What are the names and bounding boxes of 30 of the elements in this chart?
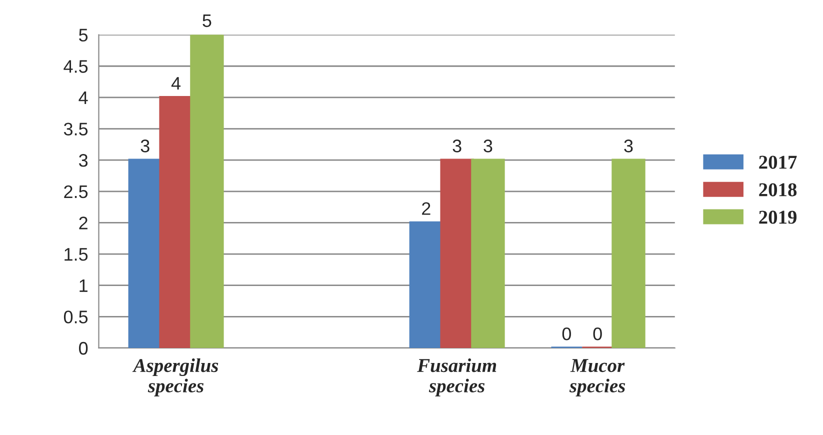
data-label: 5 bbox=[202, 14, 212, 28]
y-tick-label: 0 bbox=[79, 342, 88, 355]
y-tick-label: 1 bbox=[80, 279, 88, 292]
bar bbox=[471, 158, 505, 348]
y-tick-label: 1.5 bbox=[64, 248, 88, 261]
y-tick-label: 4.5 bbox=[64, 60, 88, 73]
data-label: 3 bbox=[624, 140, 633, 152]
y-tick-label: 2 bbox=[79, 216, 88, 230]
data-label: 4 bbox=[171, 77, 181, 90]
y-tick-label: 3 bbox=[78, 154, 88, 167]
data-label: 3 bbox=[140, 140, 150, 152]
legend-label: 2018 bbox=[759, 183, 797, 196]
y-tick-label: 0.5 bbox=[64, 310, 88, 324]
legend-label: 2017 bbox=[759, 156, 797, 169]
x-tick-label: Mucor species bbox=[569, 359, 626, 396]
data-label: 0 bbox=[593, 327, 602, 340]
data-label: 3 bbox=[452, 140, 462, 152]
y-tick-label: 5 bbox=[79, 28, 88, 42]
x-tick-label: Fusarium species bbox=[417, 358, 496, 396]
x-tick-label: Aspergilus species bbox=[132, 358, 218, 396]
data-label: 3 bbox=[484, 140, 492, 152]
bar bbox=[612, 158, 646, 348]
bar bbox=[190, 34, 224, 348]
data-label: 2 bbox=[422, 202, 430, 215]
y-tick-label: 4 bbox=[78, 92, 88, 104]
bar bbox=[440, 158, 474, 348]
data-label: 0 bbox=[562, 327, 571, 340]
legend-label: 2019 bbox=[759, 210, 797, 224]
y-tick-label: 2.5 bbox=[64, 185, 88, 198]
y-tick-label: 3.5 bbox=[64, 122, 88, 136]
